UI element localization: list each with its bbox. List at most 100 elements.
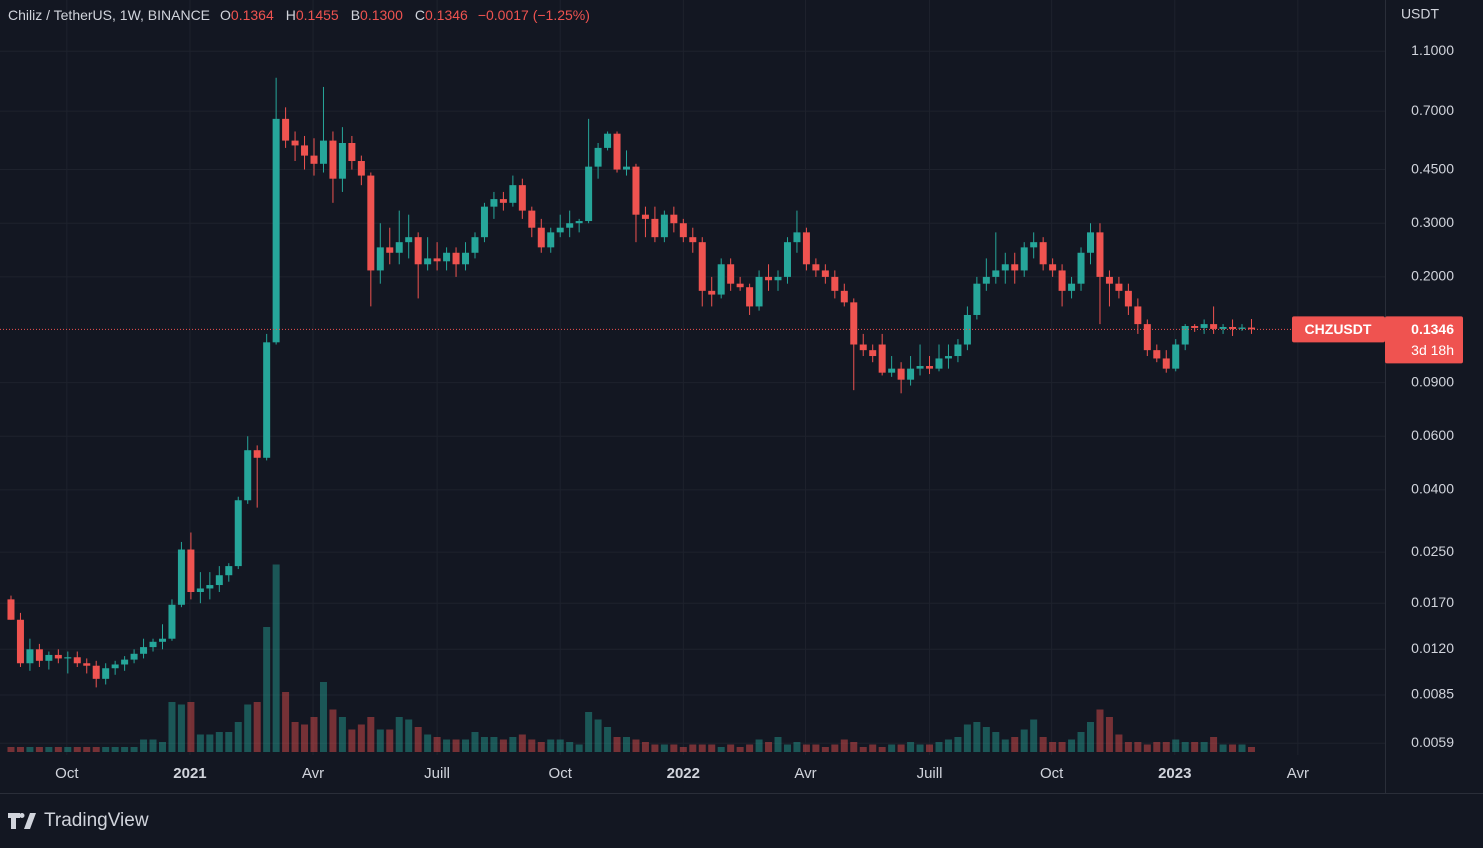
brand[interactable]: TradingView — [8, 810, 149, 832]
candle-body — [272, 118, 280, 343]
volume-bar — [499, 739, 507, 752]
candle-body — [840, 290, 848, 303]
candle-body — [556, 227, 564, 233]
y-tick-label: 0.7000 — [1411, 102, 1454, 118]
volume-bar — [1096, 709, 1104, 752]
volume-bar — [329, 709, 337, 752]
candle-body — [1200, 324, 1208, 328]
volume-bar — [215, 732, 223, 752]
volume-bar — [7, 747, 15, 752]
candle-body — [1030, 242, 1038, 248]
candle-body — [348, 142, 356, 162]
x-tick-label: Avr — [794, 765, 816, 782]
candle-body — [7, 599, 15, 620]
volume-bar — [1001, 739, 1009, 752]
candle-body — [944, 356, 952, 359]
y-tick-label: 1.1000 — [1411, 42, 1454, 58]
volume-bar — [1077, 732, 1085, 752]
volume-bar — [1247, 747, 1255, 752]
volume-bar — [187, 702, 195, 752]
candle-body — [130, 653, 138, 660]
candle-body — [1096, 232, 1104, 277]
ohlc-item: O0.1364 — [220, 7, 274, 23]
volume-bar — [622, 737, 630, 752]
volume-bar — [1115, 734, 1123, 752]
candle-body — [499, 199, 507, 203]
volume-bar — [840, 739, 848, 752]
volume-bar — [83, 747, 91, 752]
x-tick-label: 2021 — [173, 765, 206, 782]
candle-body — [755, 276, 763, 307]
candle-body — [537, 227, 545, 248]
candle-body — [1181, 326, 1189, 345]
candle-body — [641, 214, 649, 219]
volume-bar — [121, 747, 129, 752]
volume-bar — [310, 717, 318, 752]
candle-body — [206, 585, 214, 589]
volume-bar — [992, 732, 1000, 752]
candle-body — [736, 283, 744, 288]
volume-bar — [462, 739, 470, 752]
candle-body — [83, 663, 91, 666]
candle-body — [622, 166, 630, 170]
candle-body — [1238, 327, 1246, 329]
candle-body — [1077, 252, 1085, 284]
volume-bar — [376, 729, 384, 752]
candle-body — [982, 276, 990, 284]
volume-bar — [528, 739, 536, 752]
volume-bar — [1229, 744, 1237, 752]
volume-bar — [850, 742, 858, 752]
candle-body — [443, 252, 451, 262]
volume-bar — [367, 717, 375, 752]
ohlc-item: B0.1300 — [351, 7, 403, 23]
x-tick-label: 2023 — [1158, 765, 1191, 782]
candle-body — [859, 344, 867, 351]
volume-bar — [689, 744, 697, 752]
candle-body — [376, 247, 384, 271]
volume-bar — [963, 724, 971, 752]
candle-body — [604, 133, 612, 148]
ohlc-value: 0.1364 — [230, 7, 274, 23]
candle-body — [888, 368, 896, 373]
candle-body — [1191, 326, 1199, 328]
candle-body — [575, 221, 583, 224]
volume-bar — [632, 739, 640, 752]
volume-bar — [16, 747, 24, 752]
volume-bar — [357, 724, 365, 752]
candle-body — [613, 133, 621, 170]
volume-bar — [1020, 729, 1028, 752]
candle-body — [1020, 247, 1028, 271]
volume-bar — [765, 742, 773, 752]
candle-body — [452, 252, 460, 265]
price-tag — [1385, 316, 1463, 364]
candle-body — [149, 641, 157, 648]
candle-body — [16, 619, 24, 664]
x-tick-label: Juill — [917, 765, 943, 782]
volume-bar — [443, 739, 451, 752]
volume-bar — [812, 744, 820, 752]
candle-body — [338, 142, 346, 179]
brand-logo — [8, 813, 36, 829]
volume-bar — [395, 717, 403, 752]
candle-body — [1011, 264, 1019, 271]
volume-bar — [916, 744, 924, 752]
volume-bar — [282, 692, 290, 752]
volume-bar — [575, 744, 583, 752]
volume-bar — [935, 742, 943, 752]
candle-body — [357, 161, 365, 176]
candle-body — [518, 185, 526, 211]
ohlc-value: 0.1455 — [295, 7, 339, 23]
volume-bar — [158, 742, 166, 752]
symbol-tag-label: CHZUSDT — [1305, 321, 1372, 337]
candle-body — [424, 258, 432, 265]
volume-bar — [1124, 742, 1132, 752]
candle-body — [1172, 344, 1180, 369]
candle-body — [727, 264, 735, 284]
candle-body — [1039, 242, 1047, 265]
candle-body — [793, 232, 801, 243]
volume-bar — [225, 732, 233, 752]
y-tick-label: 0.0600 — [1411, 427, 1454, 443]
candle-body — [54, 654, 62, 659]
ohlc-item: H0.1455 — [286, 7, 339, 23]
